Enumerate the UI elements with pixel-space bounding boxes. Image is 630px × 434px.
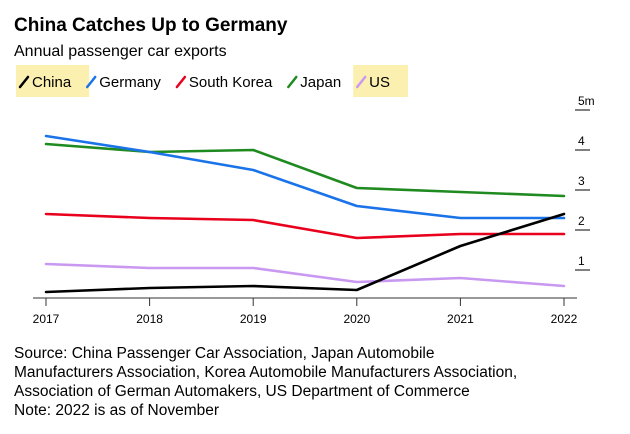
legend-highlight-0 <box>16 65 90 97</box>
series-line-south-korea <box>44 212 566 240</box>
y-tick-label-3: 4 <box>578 134 585 148</box>
legend-label-0: China <box>32 74 72 91</box>
legend: China Germany South Korea Japan US <box>16 65 409 97</box>
legend-swatch-3 <box>287 75 298 89</box>
legend-swatch-2 <box>175 75 187 89</box>
legend-label-4: US <box>369 74 390 91</box>
y-axis: 1 2 3 4 5m <box>575 94 595 271</box>
series-line-china <box>44 212 566 294</box>
legend-label-1: Germany <box>99 74 161 91</box>
series-line-germany <box>44 134 566 220</box>
series-line-japan <box>44 142 566 198</box>
x-tick-label-0: 2017 <box>33 312 60 326</box>
x-tick-label-4: 2021 <box>447 312 474 326</box>
source-line-1: Manufacturers Association, Korea Automob… <box>14 364 517 381</box>
y-tick-label-4: 5m <box>578 94 595 108</box>
series-lines <box>44 134 566 294</box>
y-tick-label-1: 2 <box>578 214 585 228</box>
source-note: Source: China Passenger Car Association,… <box>14 345 517 419</box>
source-line-0: Source: China Passenger Car Association,… <box>14 345 434 362</box>
series-line-us <box>44 262 566 288</box>
y-tick-label-2: 3 <box>578 174 585 188</box>
source-line-2: Association of German Automakers, US Dep… <box>14 383 470 400</box>
x-axis: 2017 2018 2019 2020 2021 2022 <box>33 297 578 326</box>
source-line-3: Note: 2022 is as of November <box>14 402 219 419</box>
chart-subtitle: Annual passenger car exports <box>14 43 227 60</box>
x-tick-label-2: 2019 <box>240 312 267 326</box>
x-tick-label-5: 2022 <box>551 312 578 326</box>
legend-swatch-0 <box>18 75 30 89</box>
legend-label-3: Japan <box>300 74 341 91</box>
chart-title: China Catches Up to Germany <box>14 15 288 36</box>
legend-swatch-1 <box>85 75 97 89</box>
x-tick-label-1: 2018 <box>136 312 163 326</box>
x-tick-label-3: 2020 <box>343 312 370 326</box>
legend-swatch-4 <box>355 75 367 89</box>
legend-label-2: South Korea <box>189 74 273 91</box>
y-tick-label-0: 1 <box>578 254 585 268</box>
